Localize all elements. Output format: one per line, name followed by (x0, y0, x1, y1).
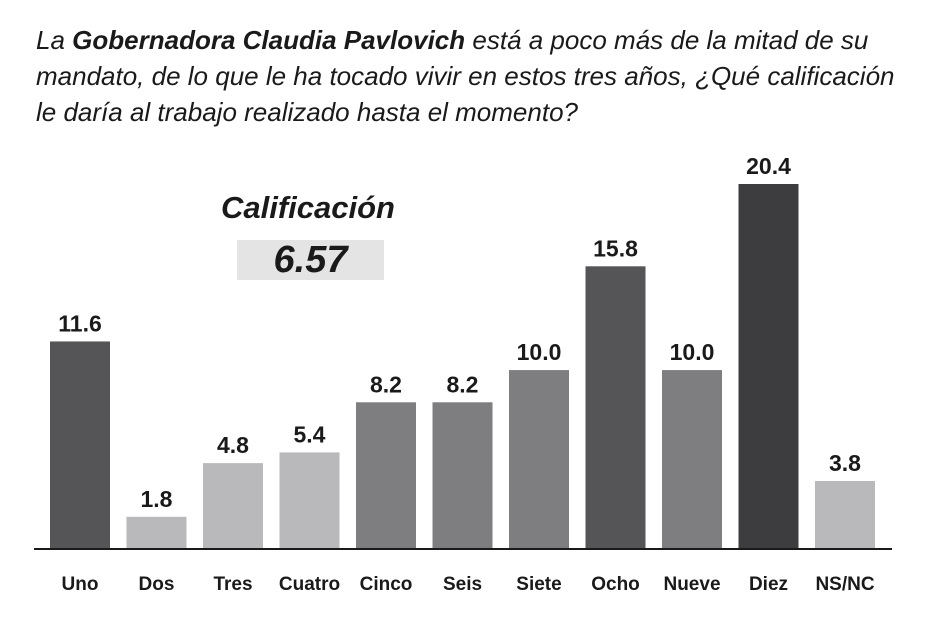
value-label-tres: 4.8 (217, 432, 249, 458)
x-tick-siete: Siete (516, 574, 561, 595)
value-label-seis: 8.2 (447, 371, 479, 397)
question-bold-name: Gobernadora Claudia Pavlovich (72, 25, 466, 55)
value-labels-group: 11.6 1.8 4.8 5.4 8.2 8.2 10.0 15.8 10.0 20.4 3.8 (58, 153, 861, 512)
value-label-ocho: 15.8 (593, 235, 638, 261)
x-tick-ns-nc: NS/NC (815, 574, 874, 595)
value-label-diez: 20.4 (746, 153, 791, 179)
callout-value: 6.57 (273, 239, 348, 281)
x-tick-ocho: Ocho (591, 574, 640, 595)
value-label-cinco: 8.2 (370, 371, 402, 397)
bar-ocho (585, 266, 646, 549)
bars-group (50, 184, 875, 549)
question-part-1: La (36, 25, 73, 55)
value-label-dos: 1.8 (141, 486, 173, 512)
bar-ns-nc (815, 481, 875, 549)
bar-nueve (662, 370, 722, 549)
bar-tres (203, 463, 263, 549)
x-tick-dos: Dos (139, 574, 175, 595)
x-tick-seis: Seis (443, 574, 482, 595)
x-tick-cuatro: Cuatro (279, 574, 340, 595)
bar-cuatro (279, 452, 340, 549)
question-text: La Gobernadora Claudia Pavlovich está a … (36, 22, 916, 130)
x-tick-diez: Diez (749, 574, 788, 595)
x-tick-tres: Tres (213, 574, 252, 595)
value-label-uno: 11.6 (58, 310, 102, 336)
bar-siete (509, 370, 569, 549)
value-label-ns-nc: 3.8 (829, 450, 861, 476)
bar-dos (126, 516, 187, 549)
bar-diez (738, 184, 799, 549)
x-tick-labels-group: Uno Dos Tres Cuatro Cinco Seis Siete Ocho Nueve D… (62, 574, 875, 595)
x-tick-nueve: Nueve (663, 574, 720, 595)
value-label-siete: 10.0 (517, 339, 562, 365)
callout-value-box (237, 240, 384, 280)
question-part-2: está a poco más de la mitad de su mandat… (36, 25, 895, 127)
value-label-nueve: 10.0 (670, 339, 715, 365)
bar-seis (432, 402, 493, 549)
value-label-cuatro: 5.4 (294, 421, 326, 447)
x-tick-cinco: Cinco (360, 574, 413, 595)
callout-title: Calificación (221, 190, 395, 225)
x-tick-uno: Uno (62, 574, 99, 595)
bar-cinco (356, 402, 416, 549)
bar-uno (50, 341, 110, 549)
